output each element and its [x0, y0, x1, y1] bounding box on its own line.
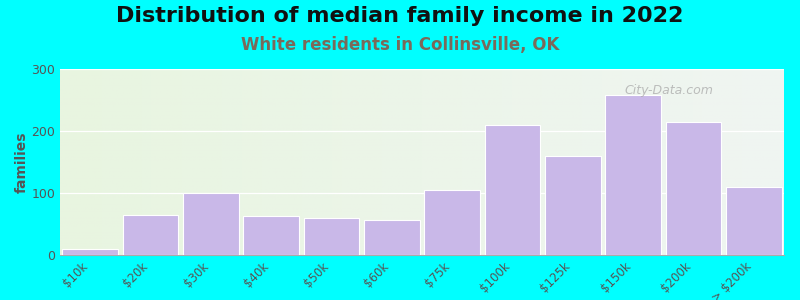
Bar — [666, 122, 722, 255]
Bar — [606, 95, 661, 255]
Bar — [485, 125, 540, 255]
Text: White residents in Collinsville, OK: White residents in Collinsville, OK — [241, 36, 559, 54]
Bar — [726, 187, 782, 255]
Bar — [62, 249, 118, 255]
Bar — [304, 218, 359, 255]
Bar — [243, 216, 299, 255]
Bar — [183, 193, 238, 255]
Text: City-Data.com: City-Data.com — [625, 84, 714, 97]
Text: Distribution of median family income in 2022: Distribution of median family income in … — [116, 6, 684, 26]
Bar — [545, 156, 601, 255]
Bar — [425, 190, 480, 255]
Bar — [364, 220, 419, 255]
Y-axis label: families: families — [14, 131, 29, 193]
Bar — [122, 215, 178, 255]
